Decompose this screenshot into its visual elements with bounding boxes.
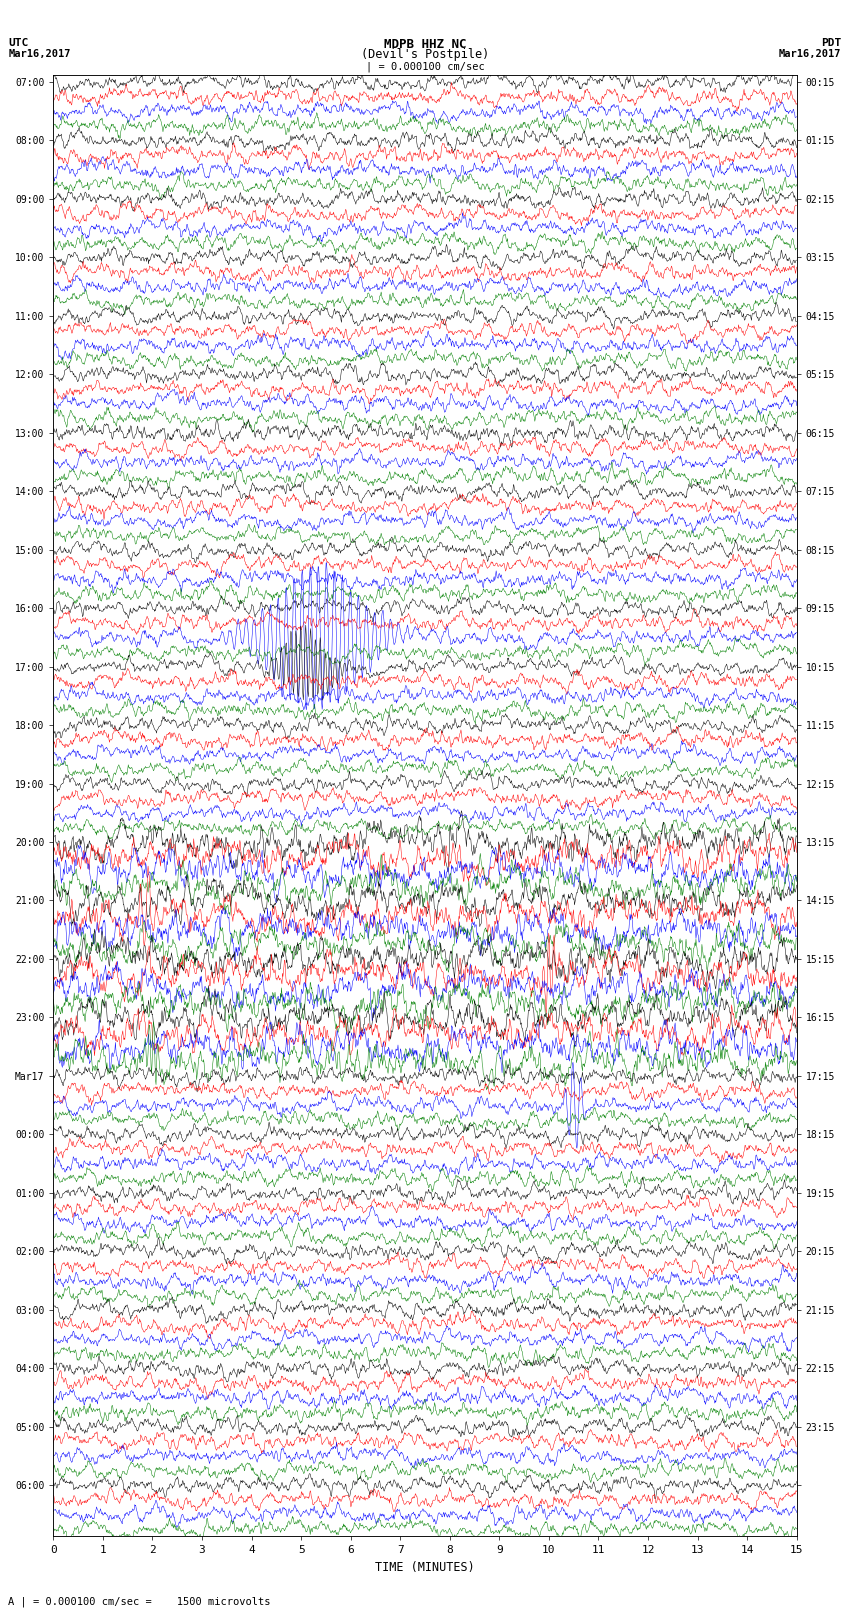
Text: Mar16,2017: Mar16,2017	[8, 48, 71, 58]
Text: UTC: UTC	[8, 39, 29, 48]
Text: (Devil's Postpile): (Devil's Postpile)	[361, 48, 489, 61]
Text: Mar16,2017: Mar16,2017	[779, 48, 842, 58]
X-axis label: TIME (MINUTES): TIME (MINUTES)	[375, 1561, 475, 1574]
Text: MDPB HHZ NC: MDPB HHZ NC	[383, 37, 467, 50]
Text: A | = 0.000100 cm/sec =    1500 microvolts: A | = 0.000100 cm/sec = 1500 microvolts	[8, 1595, 271, 1607]
Text: | = 0.000100 cm/sec: | = 0.000100 cm/sec	[366, 61, 484, 71]
Text: PDT: PDT	[821, 39, 842, 48]
